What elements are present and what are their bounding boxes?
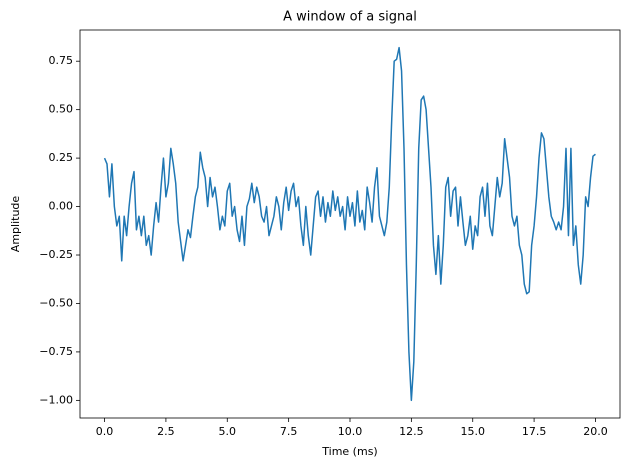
x-tick-label: 12.5 (399, 425, 424, 438)
x-tick-label: 0.0 (96, 425, 114, 438)
x-tick-label: 15.0 (460, 425, 485, 438)
signal-line (103, 46, 596, 402)
x-tick-label: 2.5 (157, 425, 175, 438)
x-tick-label: 5.0 (219, 425, 237, 438)
x-tick-label: 20.0 (583, 425, 608, 438)
chart-title: A window of a signal (283, 10, 417, 25)
x-tick-label: 17.5 (522, 425, 547, 438)
x-axis-label: Time (ms) (321, 445, 377, 458)
y-tick-label: −0.25 (39, 248, 73, 261)
y-tick-label: 0.25 (49, 151, 74, 164)
y-tick-label: −1.00 (39, 393, 73, 406)
y-tick-label: −0.75 (39, 345, 73, 358)
y-tick-label: −0.50 (39, 296, 73, 309)
y-tick-label: 0.00 (49, 200, 74, 213)
x-tick-label: 10.0 (338, 425, 363, 438)
y-tick-label: 0.50 (49, 103, 74, 116)
y-axis-label: Amplitude (9, 196, 22, 253)
plot-frame (79, 29, 621, 419)
x-tick-label: 7.5 (280, 425, 298, 438)
y-tick-label: 0.75 (49, 54, 74, 67)
